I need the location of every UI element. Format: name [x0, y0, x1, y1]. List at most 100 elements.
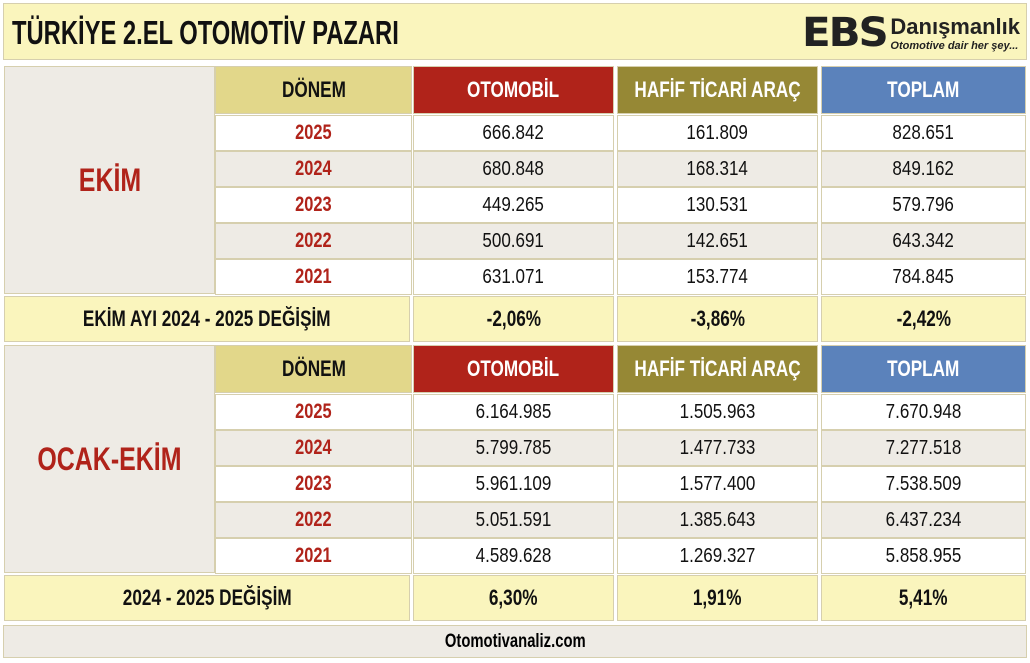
total-header-text: TOPLAM: [887, 77, 960, 102]
change-label-text: EKİM AYI 2024 - 2025 DEĞİŞİM: [83, 306, 331, 331]
total-change-text: 5,41%: [899, 585, 948, 610]
lcv-value: 1.269.327: [617, 538, 818, 574]
lcv-value: 153.774: [617, 259, 818, 295]
year-cell-text: 2024: [295, 436, 332, 459]
car-value-text: 5.051.591: [475, 508, 552, 531]
period-header: DÖNEM: [215, 345, 412, 393]
logo-mark: EBS: [801, 10, 889, 56]
total-change: -2,42%: [821, 296, 1026, 342]
lcv-value-text: 1.385.643: [679, 508, 756, 531]
year-cell-text: 2025: [295, 400, 332, 423]
lcv-value: 1.385.643: [617, 502, 818, 538]
logo-slogan: Otomotive dair her şey...: [890, 40, 1019, 52]
car-value: 5.961.109: [413, 466, 614, 502]
car-value: 6.164.985: [413, 394, 614, 430]
total-change-text: -2,42%: [896, 306, 951, 331]
lcv-header: HAFİF TİCARİ ARAÇ: [617, 66, 818, 114]
lcv-value: 130.531: [617, 187, 818, 223]
lcv-value: 142.651: [617, 223, 818, 259]
year-cell-text: 2021: [295, 265, 332, 288]
car-value-text: 449.265: [482, 193, 545, 216]
title-bar: TÜRKİYE 2.EL OTOMOTİV PAZARI EBS Danışma…: [3, 3, 1027, 60]
car-value: 631.071: [413, 259, 614, 295]
car-change: 6,30%: [413, 575, 614, 621]
total-value: 7.538.509: [821, 466, 1026, 502]
total-change: 5,41%: [821, 575, 1026, 621]
car-change-text: 6,30%: [489, 585, 538, 610]
total-header: TOPLAM: [821, 66, 1026, 114]
year-cell: 2022: [215, 223, 412, 259]
lcv-value-text: 130.531: [686, 193, 749, 216]
year-cell: 2025: [215, 394, 412, 430]
car-value: 5.799.785: [413, 430, 614, 466]
car-value-text: 666.842: [482, 121, 545, 144]
lcv-value: 1.477.733: [617, 430, 818, 466]
total-value-text: 7.277.518: [885, 436, 962, 459]
lcv-header: HAFİF TİCARİ ARAÇ: [617, 345, 818, 393]
car-value-text: 500.691: [482, 229, 545, 252]
car-value-text: 6.164.985: [475, 400, 552, 423]
total-value: 7.277.518: [821, 430, 1026, 466]
lcv-value-text: 142.651: [686, 229, 749, 252]
total-value: 849.162: [821, 151, 1026, 187]
lcv-change: -3,86%: [617, 296, 818, 342]
car-change: -2,06%: [413, 296, 614, 342]
total-value-text: 828.651: [892, 121, 955, 144]
year-cell: 2022: [215, 502, 412, 538]
lcv-change: 1,91%: [617, 575, 818, 621]
total-value: 643.342: [821, 223, 1026, 259]
period-header-text: DÖNEM: [281, 356, 346, 381]
total-value-text: 643.342: [892, 229, 955, 252]
ebs-logo: EBS Danışmanlık Otomotive dair her şey..…: [801, 10, 1020, 56]
logo-name: Danışmanlık: [890, 14, 1020, 39]
year-cell-text: 2023: [295, 472, 332, 495]
total-value-text: 5.858.955: [885, 544, 962, 567]
car-value-text: 680.848: [482, 157, 545, 180]
year-cell: 2024: [215, 151, 412, 187]
car-value: 666.842: [413, 115, 614, 151]
lcv-value-text: 1.505.963: [679, 400, 756, 423]
total-header-text: TOPLAM: [887, 356, 960, 381]
car-value-text: 5.799.785: [475, 436, 552, 459]
car-value: 4.589.628: [413, 538, 614, 574]
total-value: 784.845: [821, 259, 1026, 295]
section-label-text: EKİM: [78, 161, 141, 198]
lcv-value-text: 161.809: [686, 121, 749, 144]
total-value: 579.796: [821, 187, 1026, 223]
year-cell: 2021: [215, 538, 412, 574]
period-header: DÖNEM: [215, 66, 412, 114]
total-value: 6.437.234: [821, 502, 1026, 538]
car-value: 680.848: [413, 151, 614, 187]
total-value: 828.651: [821, 115, 1026, 151]
lcv-value: 1.577.400: [617, 466, 818, 502]
section-label: EKİM: [4, 66, 215, 294]
year-cell-text: 2021: [295, 544, 332, 567]
total-value: 7.670.948: [821, 394, 1026, 430]
lcv-value-text: 1.269.327: [679, 544, 756, 567]
total-value-text: 849.162: [892, 157, 955, 180]
lcv-value: 168.314: [617, 151, 818, 187]
year-cell: 2021: [215, 259, 412, 295]
year-cell-text: 2025: [295, 121, 332, 144]
change-label-text: 2024 - 2025 DEĞİŞİM: [122, 585, 292, 610]
lcv-header-text: HAFİF TİCARİ ARAÇ: [634, 356, 801, 381]
year-cell-text: 2024: [295, 157, 332, 180]
change-label: EKİM AYI 2024 - 2025 DEĞİŞİM: [4, 296, 410, 342]
footer-text: Otomotivanaliz.com: [444, 630, 586, 652]
lcv-value: 1.505.963: [617, 394, 818, 430]
total-header: TOPLAM: [821, 345, 1026, 393]
section-label: OCAK-EKİM: [4, 345, 215, 573]
lcv-change-text: -3,86%: [690, 306, 745, 331]
year-cell-text: 2022: [295, 229, 332, 252]
car-value: 500.691: [413, 223, 614, 259]
lcv-value-text: 1.577.400: [679, 472, 756, 495]
year-cell: 2023: [215, 187, 412, 223]
car-header: OTOMOBİL: [413, 345, 614, 393]
car-value: 5.051.591: [413, 502, 614, 538]
total-value-text: 7.670.948: [885, 400, 962, 423]
total-value: 5.858.955: [821, 538, 1026, 574]
year-cell-text: 2023: [295, 193, 332, 216]
lcv-header-text: HAFİF TİCARİ ARAÇ: [634, 77, 801, 102]
car-value: 449.265: [413, 187, 614, 223]
car-change-text: -2,06%: [486, 306, 541, 331]
